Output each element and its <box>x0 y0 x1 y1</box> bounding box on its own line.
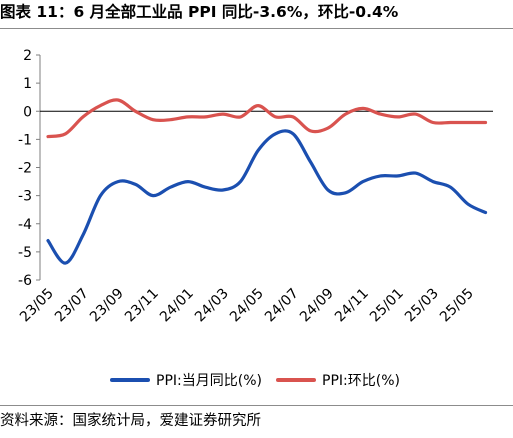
source-note: 资料来源：国家统计局，爱建证券研究所 <box>0 413 261 429</box>
series-line-mom <box>46 98 488 139</box>
x-tick-label: 24/09 <box>297 286 337 326</box>
series-line-yoy <box>46 129 488 265</box>
x-tick-label: 25/03 <box>402 286 442 326</box>
chart-legend: PPI:当月同比(%) PPI:环比(%) <box>0 370 513 392</box>
x-tick-label: 24/07 <box>262 286 302 326</box>
x-tick-label: 23/05 <box>17 286 57 326</box>
title-divider <box>0 28 513 29</box>
x-tick-label: 24/05 <box>227 286 267 326</box>
source-divider <box>0 405 513 406</box>
x-tick-label: 25/05 <box>437 286 477 326</box>
y-tick-label: 0 <box>23 104 32 120</box>
x-tick-label: 23/07 <box>52 286 92 326</box>
y-tick-label: 1 <box>23 76 32 92</box>
legend-swatch-mom <box>276 378 316 382</box>
y-tick-label: -4 <box>18 217 32 233</box>
legend-item-mom: PPI:环比(%) <box>276 370 400 390</box>
y-tick-label: -6 <box>18 273 32 289</box>
legend-label-yoy: PPI:当月同比(%) <box>156 373 262 389</box>
legend-item-yoy: PPI:当月同比(%) <box>110 370 262 390</box>
y-tick-label: -5 <box>18 245 32 261</box>
x-tick-label: 25/01 <box>367 286 407 326</box>
y-tick-label: -3 <box>18 189 32 205</box>
chart-title: 图表 11：6 月全部工业品 PPI 同比-3.6%，环比-0.4% <box>0 3 399 21</box>
legend-swatch-yoy <box>110 378 150 382</box>
y-tick-label: 2 <box>23 48 32 64</box>
x-tick-label: 23/11 <box>122 286 162 326</box>
y-tick-label: -2 <box>18 161 32 177</box>
x-tick-label: 24/01 <box>157 286 197 326</box>
legend-label-mom: PPI:环比(%) <box>322 373 400 389</box>
x-tick-label: 23/09 <box>87 286 127 326</box>
x-tick-label: 24/11 <box>332 286 372 326</box>
ppi-line-chart: 2 1 0 -1 -2 -3 -4 -5 -623/0523/0723/0923/1124/01… <box>17 48 493 326</box>
y-tick-label: -1 <box>18 132 32 148</box>
x-tick-label: 24/03 <box>192 286 232 326</box>
